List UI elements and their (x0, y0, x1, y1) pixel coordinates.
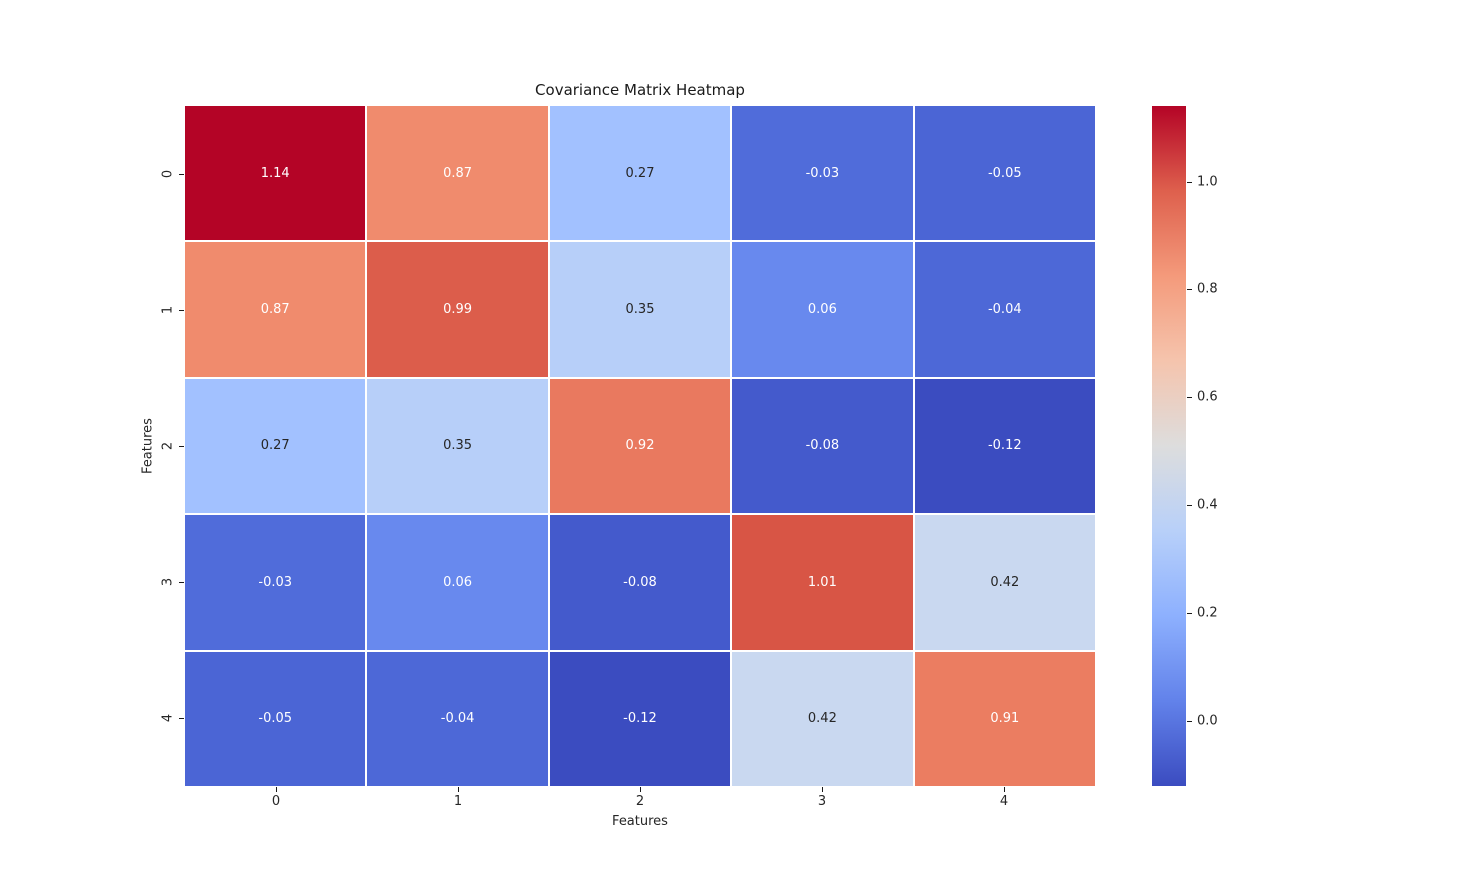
colorbar-tick-mark (1187, 721, 1192, 723)
heatmap-cell: -0.12 (549, 651, 731, 786)
cell-value: 0.27 (260, 438, 290, 454)
cell-value: 1.14 (260, 165, 290, 181)
y-tick-mark (179, 446, 184, 447)
heatmap-cell: -0.03 (732, 106, 913, 241)
cell-value: -0.04 (440, 711, 475, 727)
y-tick-label-text: 0 (160, 169, 176, 179)
heatmap-cell: 0.06 (732, 242, 913, 377)
heatmap-cell: 0.92 (549, 378, 731, 514)
cell-value: 0.91 (990, 711, 1020, 727)
colorbar-gradient (1152, 106, 1186, 786)
cell-value: 0.42 (990, 574, 1020, 590)
x-tick-label: 0 (271, 794, 281, 809)
colorbar-tick-label: 0.4 (1197, 497, 1218, 513)
y-tick-mark (179, 174, 184, 175)
colorbar-tick-mark (1187, 397, 1192, 399)
heatmap-cell: 0.42 (732, 651, 913, 786)
heatmap-grid: 1.14 0.87 0.27 -0.03 -0.05 0.87 0.99 0.35 0.06 -0… (185, 106, 1095, 786)
heatmap-cell: 0.35 (549, 242, 731, 377)
colorbar-tick-mark (1187, 613, 1192, 615)
y-tick-mark (179, 310, 184, 311)
y-tick-mark (179, 582, 184, 583)
x-tick-mark (458, 787, 459, 792)
heatmap-cell: -0.08 (732, 378, 913, 514)
y-tick-label-text: 4 (160, 713, 176, 723)
cell-value: -0.05 (987, 165, 1022, 181)
heatmap-cell: 0.91 (914, 651, 1095, 786)
cell-value: -0.03 (805, 165, 840, 181)
x-tick-mark (822, 787, 823, 792)
chart-title: Covariance Matrix Heatmap (535, 81, 745, 99)
colorbar-tick-mark (1187, 181, 1192, 183)
cell-value: 0.92 (625, 438, 655, 454)
cell-value: 0.35 (625, 302, 655, 318)
cell-value: 0.06 (807, 302, 837, 318)
cell-value: -0.12 (987, 438, 1022, 454)
heatmap-cell: 0.27 (549, 106, 731, 241)
heatmap-cell: -0.05 (914, 106, 1095, 241)
heatmap-cell: 0.87 (185, 242, 366, 377)
heatmap-cell: 0.35 (367, 378, 548, 514)
x-tick-label: 4 (999, 794, 1009, 809)
x-tick-mark (276, 787, 277, 792)
heatmap-cell: 1.01 (732, 515, 913, 650)
x-axis-label: Features (612, 814, 668, 829)
y-axis-label-text: Features (140, 418, 156, 474)
cell-value: -0.12 (623, 711, 657, 727)
colorbar-tick-label: 0.6 (1197, 389, 1218, 405)
colorbar-tick-label: 0.8 (1197, 281, 1218, 297)
cell-value: 0.06 (443, 574, 473, 590)
heatmap-cell: -0.08 (549, 515, 731, 650)
colorbar-tick-mark (1187, 289, 1192, 291)
heatmap-cell: 0.27 (185, 378, 366, 514)
y-tick-label-text: 1 (160, 305, 176, 315)
y-tick-mark (179, 718, 184, 719)
colorbar-tick-mark (1187, 505, 1192, 507)
y-tick-label-text: 3 (160, 577, 176, 587)
x-tick-label: 2 (635, 794, 645, 809)
cell-value: -0.08 (623, 574, 657, 590)
cell-value: 0.35 (443, 438, 473, 454)
heatmap-cell: -0.04 (914, 242, 1095, 377)
heatmap-cell: -0.05 (185, 651, 366, 786)
cell-value: -0.03 (258, 574, 293, 590)
cell-value: -0.05 (258, 711, 293, 727)
cell-value: 0.87 (443, 165, 473, 181)
x-tick-mark (640, 787, 641, 792)
heatmap-cell: 0.06 (367, 515, 548, 650)
cell-value: 0.42 (807, 711, 837, 727)
heatmap-cell: -0.04 (367, 651, 548, 786)
colorbar-tick-label: 1.0 (1197, 174, 1218, 190)
x-tick-label: 1 (453, 794, 463, 809)
heatmap-cell: 1.14 (185, 106, 366, 241)
heatmap-cell: -0.03 (185, 515, 366, 650)
heatmap-cell: -0.12 (914, 378, 1095, 514)
heatmap-cell: 0.99 (367, 242, 548, 377)
colorbar-tick-label: 0.0 (1197, 713, 1218, 729)
colorbar-tick-label: 0.2 (1197, 605, 1218, 621)
cell-value: 0.87 (260, 302, 290, 318)
cell-value: -0.04 (987, 302, 1022, 318)
x-tick-label: 3 (817, 794, 827, 809)
cell-value: 1.01 (807, 574, 837, 590)
heatmap-cell: 0.42 (914, 515, 1095, 650)
y-tick-label-text: 2 (160, 441, 176, 451)
heatmap-cell: 0.87 (367, 106, 548, 241)
cell-value: -0.08 (805, 438, 840, 454)
cell-value: 0.99 (443, 302, 473, 318)
x-tick-mark (1004, 787, 1005, 792)
cell-value: 0.27 (625, 165, 655, 181)
